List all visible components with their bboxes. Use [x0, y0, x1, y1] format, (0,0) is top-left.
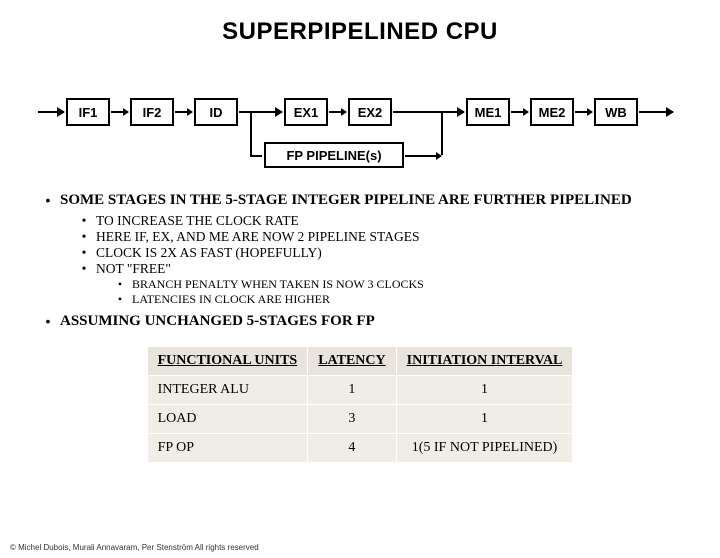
stage-me1: ME1 — [466, 98, 510, 126]
main-bullet-1: SOME STAGES IN THE 5-STAGE INTEGER PIPEL… — [60, 192, 632, 209]
table-header: FUNCTIONAL UNITS — [147, 347, 308, 376]
table-cell: 1(5 IF NOT PIPELINED) — [396, 434, 573, 463]
arrow — [575, 111, 592, 113]
table-header: INITIATION INTERVAL — [396, 347, 573, 376]
table-cell: 1 — [308, 376, 396, 405]
latency-table: FUNCTIONAL UNITSLATENCYINITIATION INTERV… — [147, 346, 574, 463]
bullet-dot: • — [72, 229, 96, 245]
stage-id: ID — [194, 98, 238, 126]
stage-wb: WB — [594, 98, 638, 126]
arrow — [639, 111, 673, 113]
table-row: INTEGER ALU11 — [147, 376, 573, 405]
stage-if1: IF1 — [66, 98, 110, 126]
bullet-dot: • — [72, 245, 96, 261]
arrow — [175, 111, 192, 113]
bullet-dot: • — [36, 313, 60, 334]
table-row: LOAD31 — [147, 405, 573, 434]
sub-sub-bullet: BRANCH PENALTY WHEN TAKEN IS NOW 3 CLOCK… — [132, 277, 424, 292]
stage-if2: IF2 — [130, 98, 174, 126]
slide-title: SUPERPIPELINED CPU — [0, 18, 720, 46]
bullet-dot: • — [72, 261, 96, 277]
arrow — [38, 111, 64, 113]
table-cell: 3 — [308, 405, 396, 434]
pipeline-diagram: IF1 IF2 ID EX1 EX2 ME1 ME2 WB FP PIPELINE(s) — [38, 66, 682, 176]
table-cell: 1 — [396, 405, 573, 434]
arrow — [239, 111, 282, 113]
sub-bullet: NOT "FREE" — [96, 261, 171, 277]
arrow — [511, 111, 528, 113]
arrow — [111, 111, 128, 113]
stage-ex2: EX2 — [348, 98, 392, 126]
content-area: • SOME STAGES IN THE 5-STAGE INTEGER PIP… — [36, 192, 684, 463]
copyright-footer: © Michel Dubois, Murali Annavaram, Per S… — [10, 543, 259, 552]
stage-ex1: EX1 — [284, 98, 328, 126]
bullet-dot: • — [108, 277, 132, 292]
table-cell: 4 — [308, 434, 396, 463]
table-cell: 1 — [396, 376, 573, 405]
sub-sub-bullet: LATENCIES IN CLOCK ARE HIGHER — [132, 292, 330, 307]
table-cell: LOAD — [147, 405, 308, 434]
arrow — [329, 111, 346, 113]
sub-bullet: CLOCK IS 2X AS FAST (HOPEFULLY) — [96, 245, 322, 261]
connector — [250, 111, 252, 155]
table-row: FP OP41(5 IF NOT PIPELINED) — [147, 434, 573, 463]
main-bullet-2: ASSUMING UNCHANGED 5-STAGES FOR FP — [60, 313, 375, 330]
connector — [405, 155, 441, 157]
sub-bullet: TO INCREASE THE CLOCK RATE — [96, 213, 299, 229]
bullet-dot: • — [108, 292, 132, 307]
connector — [250, 155, 262, 157]
bullet-dot: • — [36, 192, 60, 213]
table-header: LATENCY — [308, 347, 396, 376]
connector — [441, 111, 443, 155]
fp-pipeline-box: FP PIPELINE(s) — [264, 142, 404, 168]
table-cell: FP OP — [147, 434, 308, 463]
stage-me2: ME2 — [530, 98, 574, 126]
table-cell: INTEGER ALU — [147, 376, 308, 405]
bullet-dot: • — [72, 213, 96, 229]
sub-bullet: HERE IF, EX, AND ME ARE NOW 2 PIPELINE S… — [96, 229, 419, 245]
arrow — [393, 111, 464, 113]
